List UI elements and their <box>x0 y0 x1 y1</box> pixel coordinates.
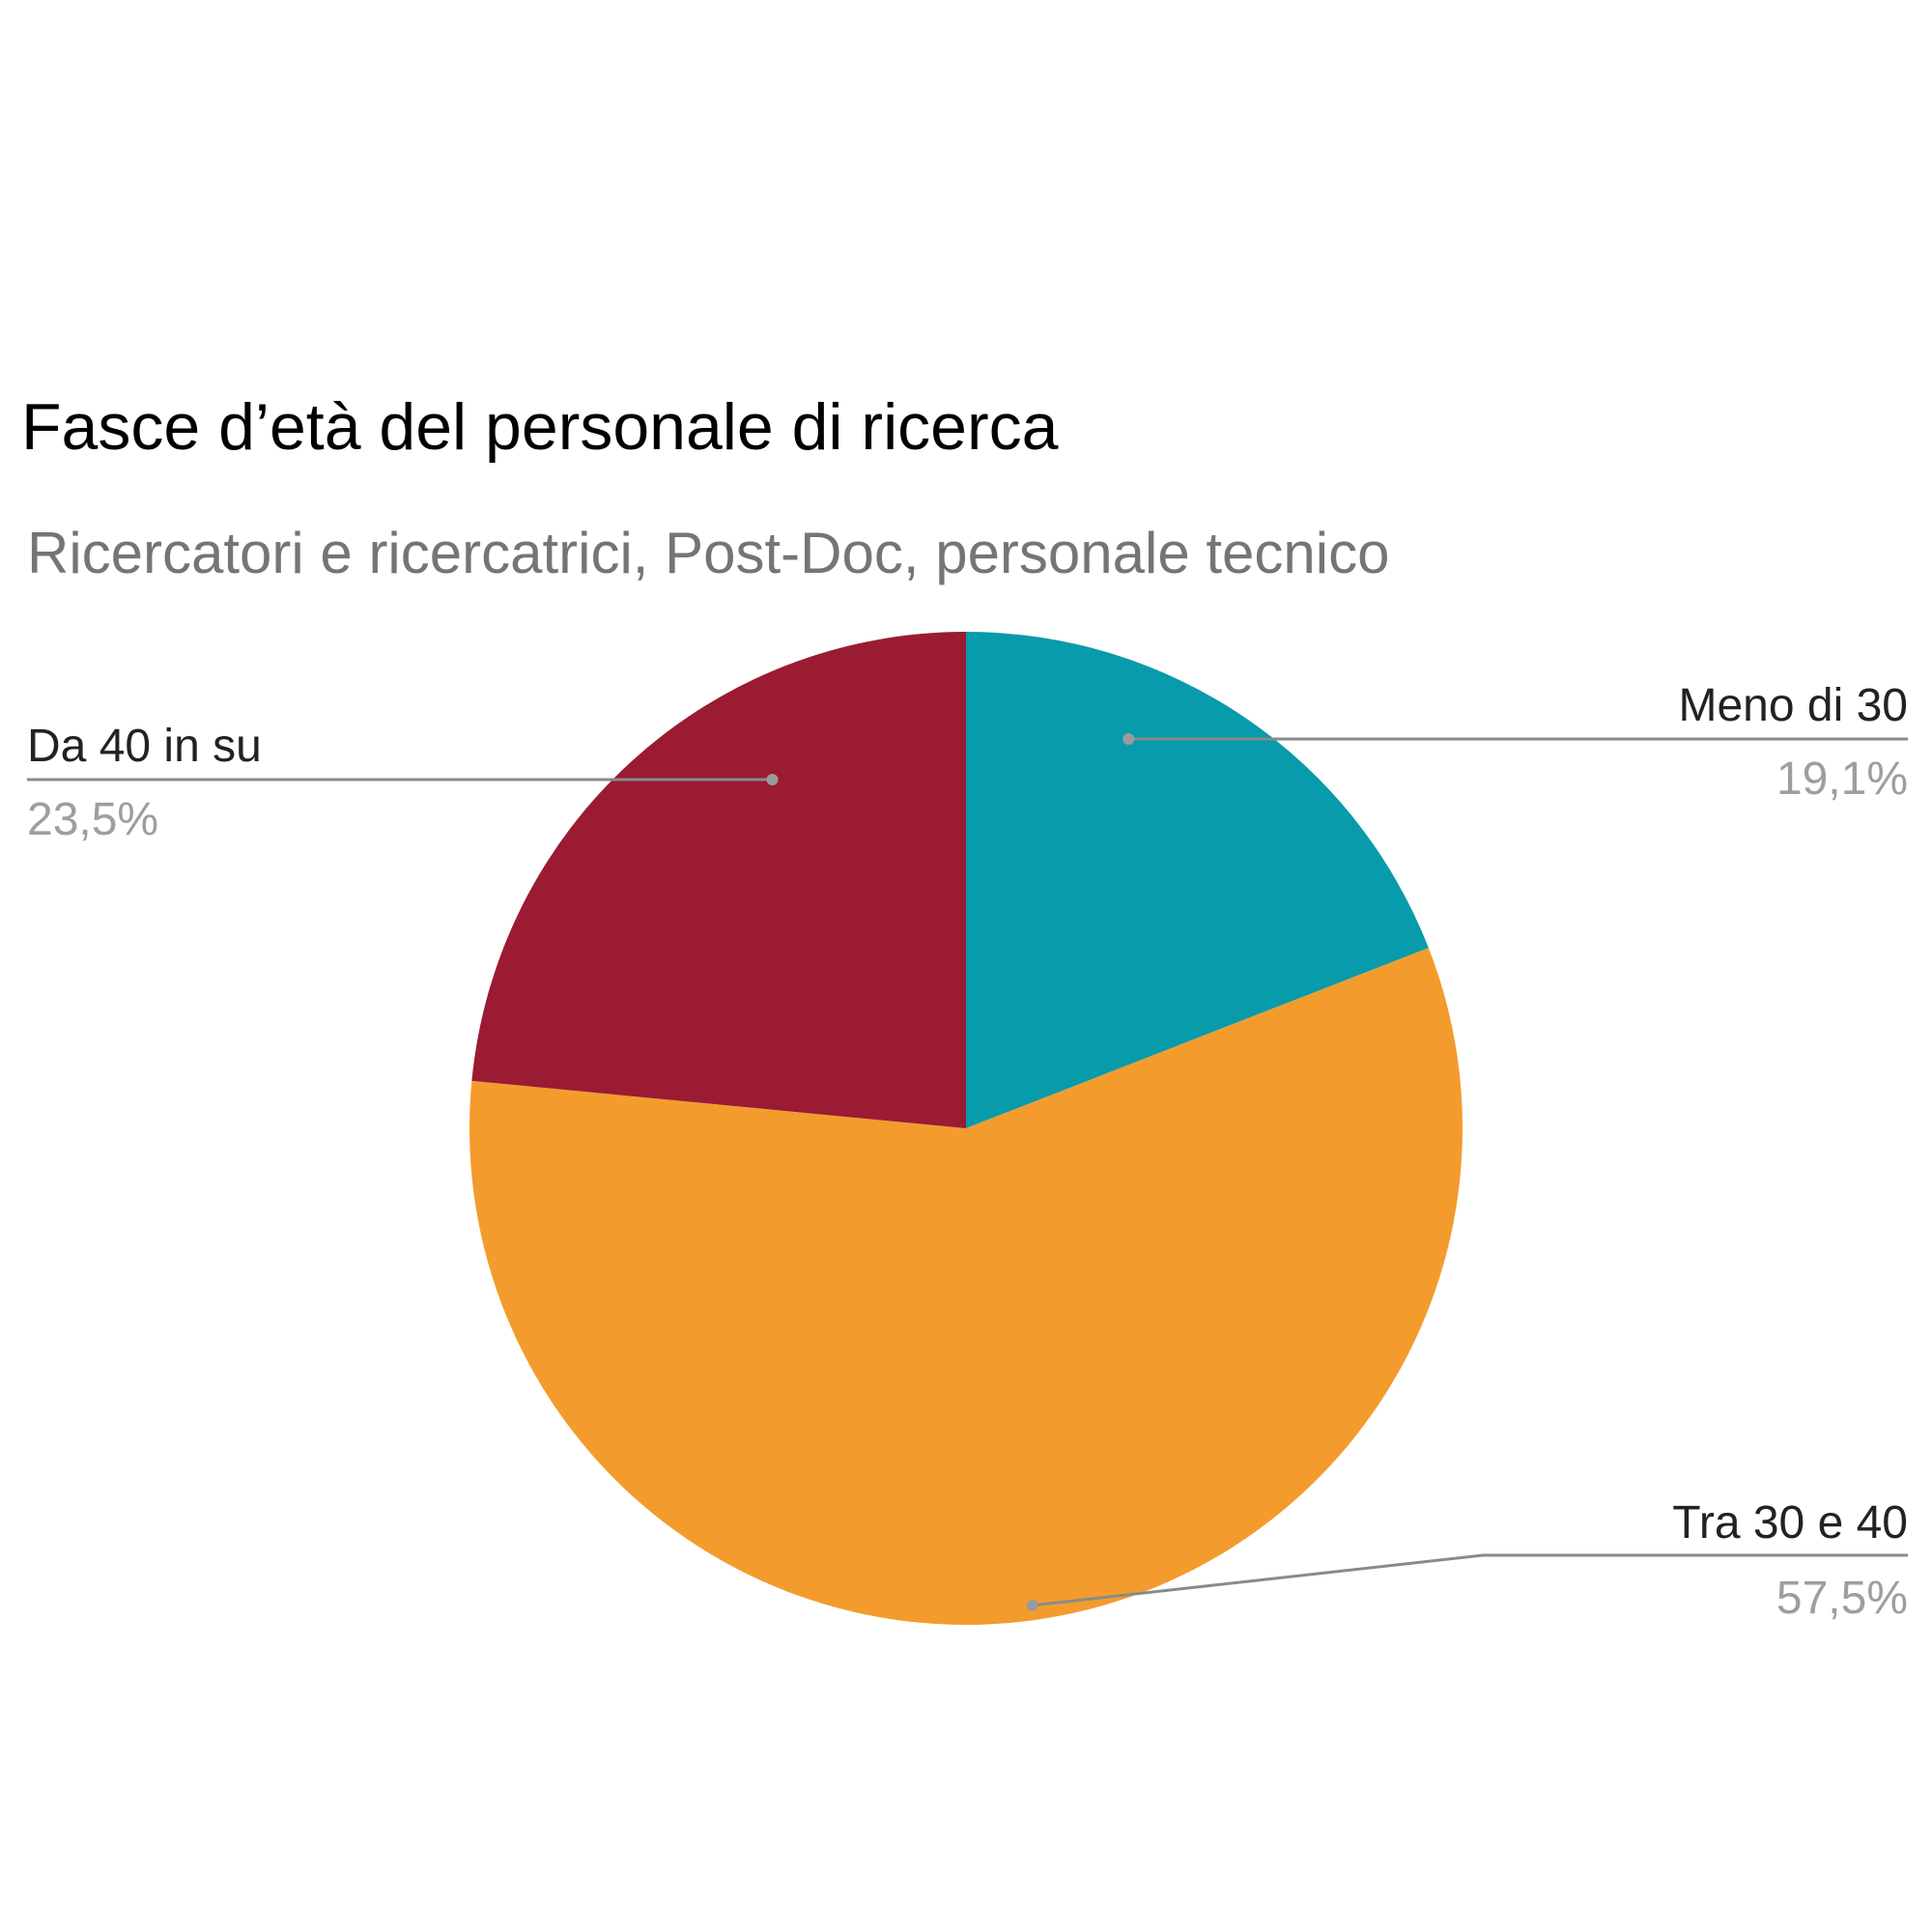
leader-dot <box>1122 733 1135 745</box>
pie-slice <box>471 632 966 1128</box>
slice-label: Tra 30 e 40 <box>1672 1497 1908 1548</box>
leader-dot <box>766 774 779 785</box>
leader-dot <box>1026 1599 1038 1611</box>
chart-subtitle: Ricercatori e ricercatrici, Post-Doc, pe… <box>27 521 1390 585</box>
pie-slice <box>966 632 1429 1128</box>
slice-percentage: 19,1% <box>1776 753 1908 805</box>
slice-percentage: 23,5% <box>27 794 158 845</box>
pie-slice <box>469 948 1463 1625</box>
pie-labels: Meno di 30 19,1% Tra 30 e 40 57,5% Da 40 in … <box>27 680 1908 1624</box>
chart-title: Fasce d’età del personale di ricerca <box>21 390 1059 464</box>
leader-line <box>1032 1553 1908 1607</box>
pie-slices <box>469 632 1463 1625</box>
slice-percentage: 57,5% <box>1776 1573 1908 1624</box>
slice-label: Da 40 in su <box>27 721 262 772</box>
slice-label: Meno di 30 <box>1679 680 1909 731</box>
